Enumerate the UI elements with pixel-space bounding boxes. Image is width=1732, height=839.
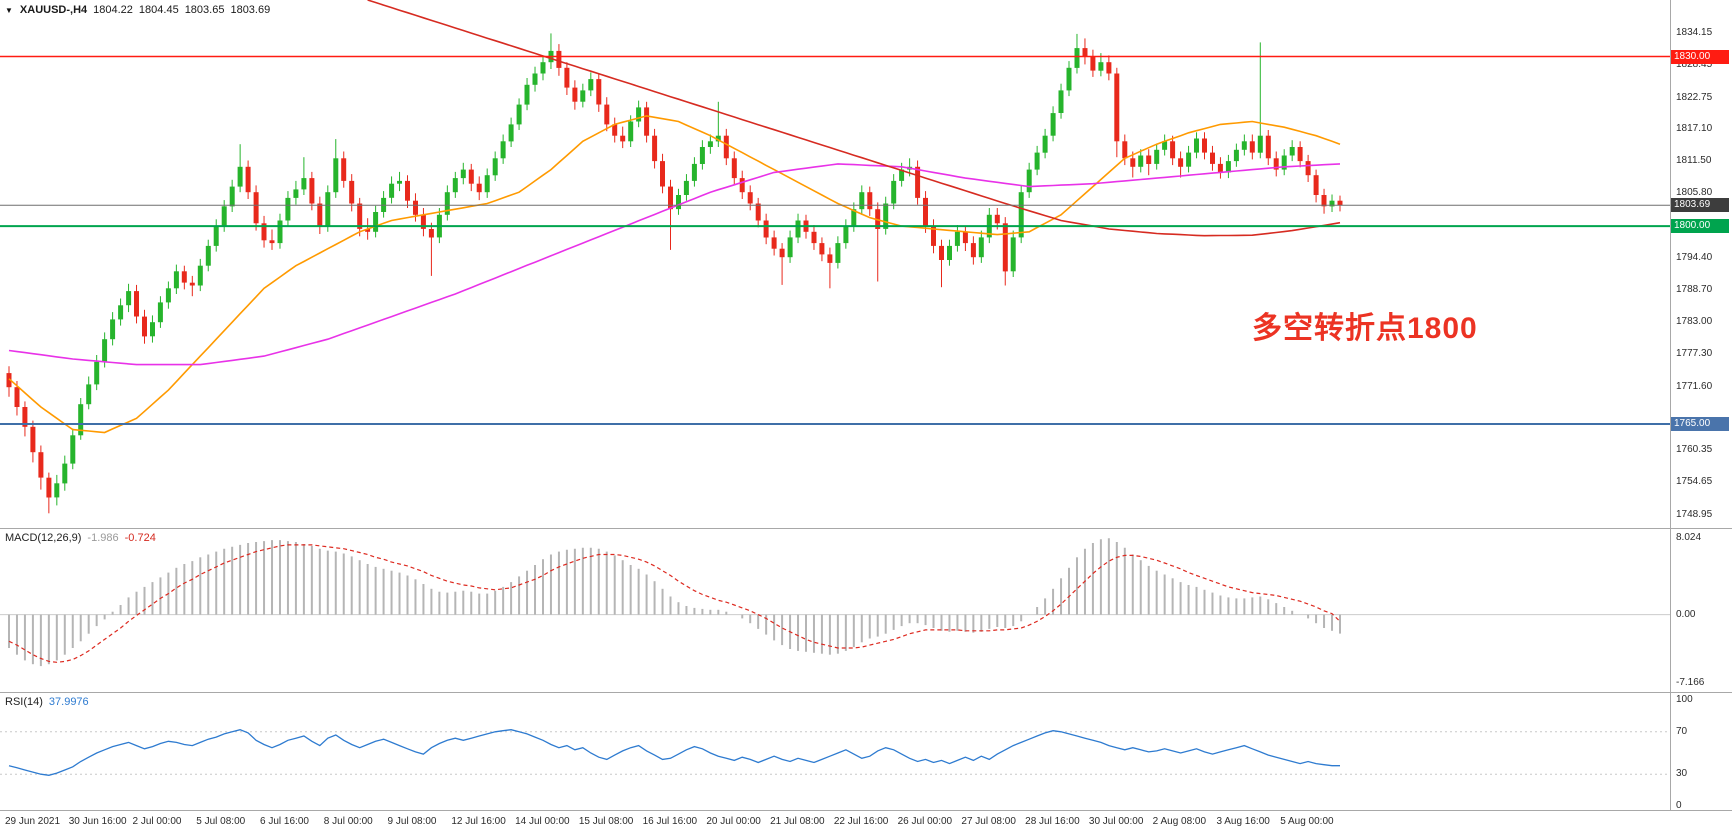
ma-fast-orange[interactable] <box>8 115 1341 434</box>
ohlc-open: 1804.22 <box>93 4 133 16</box>
time-axis-label: 30 Jun 16:00 <box>68 816 127 827</box>
time-axis-label: 21 Jul 08:00 <box>770 816 825 827</box>
macd-indicator-label: MACD(12,26,9) -1.986 -0.724 <box>5 532 156 544</box>
macd-axis-label: 8.024 <box>1676 532 1702 543</box>
ohlc-high: 1804.45 <box>138 4 179 16</box>
time-axis-label: 5 Aug 00:00 <box>1280 816 1334 827</box>
price-axis-label: 1788.70 <box>1676 284 1713 295</box>
time-axis-label: 22 Jul 16:00 <box>833 816 889 827</box>
candles-group <box>6 33 1343 514</box>
price-axis-label: 1811.50 <box>1676 155 1712 167</box>
price-axis-label: 1748.95 <box>1676 508 1713 520</box>
time-axis-label: 5 Jul 08:00 <box>196 816 246 827</box>
macd-axis-label: -7.166 <box>1676 677 1705 688</box>
price-axis-label: 1777.30 <box>1676 348 1713 360</box>
price-axis-label: 1822.75 <box>1676 91 1713 103</box>
ohlc-low: 1803.65 <box>184 4 225 16</box>
macd-value-signal: -0.724 <box>124 532 156 544</box>
rsi-value: 37.9976 <box>48 696 89 708</box>
time-axis-label: 29 Jun 2021 <box>5 816 61 827</box>
panel-separators[interactable] <box>0 0 1732 811</box>
time-axis-label: 8 Jul 00:00 <box>323 816 373 827</box>
time-axis-label: 30 Jul 00:00 <box>1088 816 1144 827</box>
price-axis-label: 1754.65 <box>1676 476 1713 488</box>
time-axis-label: 26 Jul 00:00 <box>897 816 953 827</box>
price-axis-label: 1805.80 <box>1676 187 1713 199</box>
ohlc-close: 1803.69 <box>230 4 271 16</box>
time-axis-label: 14 Jul 00:00 <box>515 816 570 827</box>
macd-signal-line <box>8 544 1341 663</box>
price-axis-label: 1783.00 <box>1676 316 1713 328</box>
price-axis-label: 1817.10 <box>1676 123 1713 135</box>
price-axis-label: 1794.40 <box>1676 251 1713 263</box>
price-badge-1800.00: 1800.00 <box>1671 219 1729 234</box>
time-axis-label: 12 Jul 16:00 <box>451 816 506 827</box>
rsi-line <box>8 729 1340 776</box>
time-axis-label: 9 Jul 08:00 <box>387 816 437 827</box>
time-axis-label: 28 Jul 16:00 <box>1025 816 1080 827</box>
price-axis-label: 1771.60 <box>1676 380 1713 392</box>
price-axis-label: 1834.15 <box>1676 27 1713 39</box>
rsi-axis-label: 0 <box>1676 800 1682 811</box>
price-axis-label: 1828.45 <box>1676 59 1713 71</box>
time-axis-label: 15 Jul 08:00 <box>578 816 634 827</box>
time-axis-label: 16 Jul 16:00 <box>642 816 698 827</box>
time-axis-label: 27 Jul 08:00 <box>961 816 1016 827</box>
time-axis-label: 20 Jul 00:00 <box>706 816 761 827</box>
ma-slow-red[interactable] <box>367 0 1341 237</box>
price-badge-1803.69: 1803.69 <box>1671 198 1729 213</box>
chart-annotation[interactable]: 多空转折点1800 <box>1252 312 1478 345</box>
ma-mid-magenta[interactable] <box>8 163 1341 366</box>
macd-axis-label: 0.00 <box>1676 608 1696 620</box>
rsi-axis-label: 70 <box>1676 725 1688 737</box>
symbol-info-overlay: ▼ XAUUSD-,H4 1804.22 1804.45 1803.65 180… <box>5 4 270 16</box>
time-axis-label: 2 Jul 00:00 <box>132 816 182 827</box>
symbol-dropdown-icon[interactable]: ▼ <box>5 5 13 15</box>
macd-histogram <box>8 538 1341 667</box>
rsi-axis-label: 100 <box>1676 694 1693 705</box>
time-axis-label: 3 Aug 16:00 <box>1216 816 1270 827</box>
rsi-indicator-label: RSI(14) 37.9976 <box>5 696 89 708</box>
rsi-axis-label: 30 <box>1676 768 1688 780</box>
macd-value-main: -1.986 <box>87 532 119 544</box>
price-badge-1830.00: 1830.00 <box>1671 49 1729 64</box>
symbol-name: XAUUSD-,H4 <box>19 4 88 16</box>
rsi-name: RSI(14) <box>5 696 43 708</box>
price-badge-1765.00: 1765.00 <box>1671 416 1729 431</box>
time-axis-label: 2 Aug 08:00 <box>1152 816 1207 827</box>
price-axis-label: 1760.35 <box>1676 444 1713 456</box>
macd-name: MACD(12,26,9) <box>5 532 82 544</box>
time-axis-label: 6 Jul 16:00 <box>260 816 309 827</box>
